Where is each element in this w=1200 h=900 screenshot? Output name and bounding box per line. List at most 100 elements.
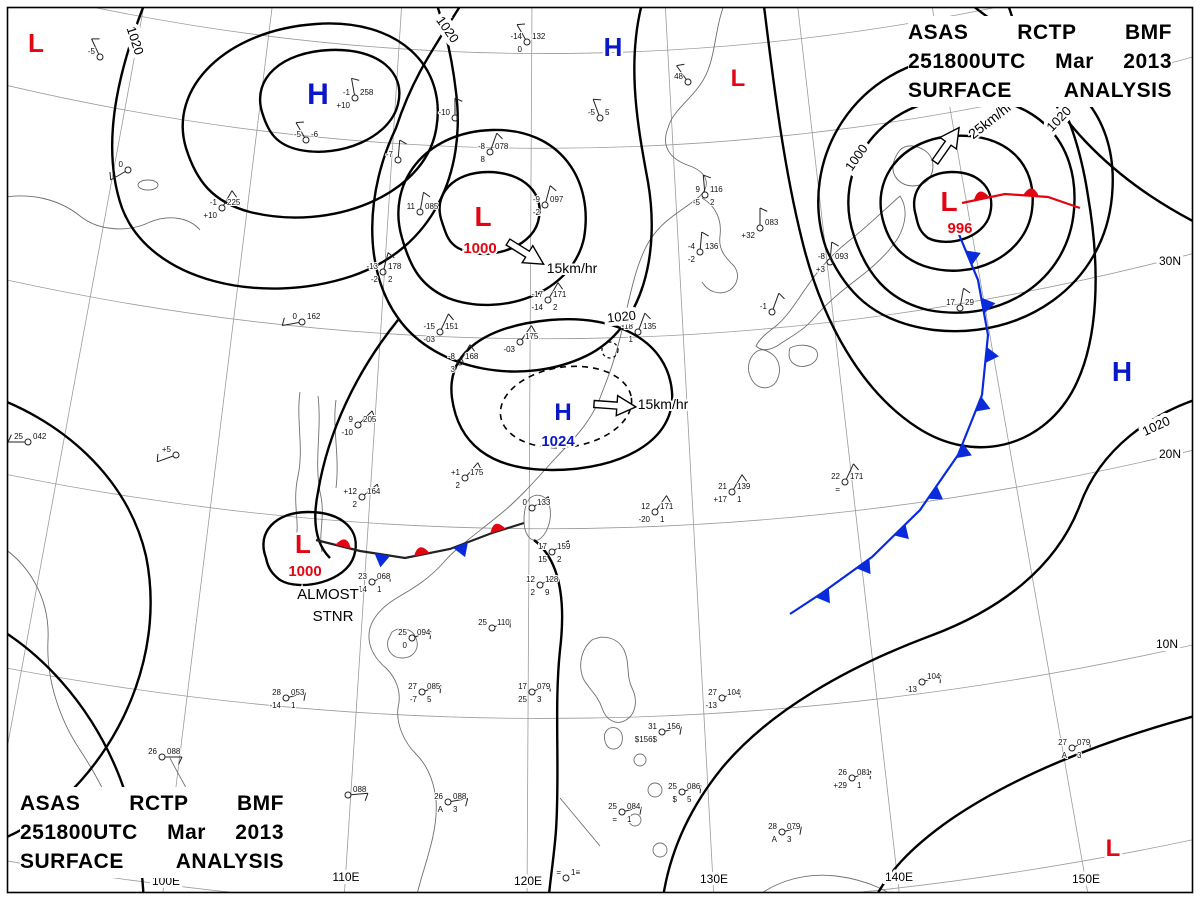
isobar (533, 539, 564, 892)
coast-asia-mainland (368, 8, 724, 892)
station-circle (351, 94, 359, 102)
station-value: = (612, 815, 617, 824)
station-value: 171 (660, 502, 674, 511)
station-value: = (835, 485, 840, 494)
station-value: 053 (291, 688, 305, 697)
wind-barb (490, 133, 498, 150)
station-plot: 11 085 (406, 191, 440, 216)
station-value: +14 (353, 585, 367, 594)
station-plot: -1 (759, 292, 785, 316)
station-plot: 083 +32 (740, 207, 780, 241)
station-plot: -18 135 1 (620, 312, 658, 345)
station-value: 3 (1077, 751, 1082, 760)
station-value: 132 (532, 32, 546, 41)
station-plot: 088 (344, 784, 369, 801)
meridian (8, 8, 144, 746)
isobar (847, 96, 1076, 314)
wind-barb (542, 574, 558, 584)
station-value: 27 (1058, 738, 1067, 747)
isobar (262, 510, 357, 587)
wind-barb (350, 792, 368, 796)
station-circle (956, 304, 964, 312)
wind-barb (295, 122, 305, 138)
wind-arrow (505, 238, 545, 266)
wind-barb-tick (531, 325, 536, 333)
station-value: 1 (660, 515, 665, 524)
wind-barb (424, 684, 441, 692)
station-value: 1 (627, 815, 632, 824)
title-line: SURFACE ANALYSIS (20, 850, 284, 873)
station-value: 042 (33, 432, 47, 441)
wind-barb (702, 175, 706, 193)
wind-barb-tick (429, 631, 432, 640)
station-plot: -1 258 +10 (335, 77, 375, 111)
station-circle (523, 38, 531, 46)
map-border (6, 6, 1194, 894)
meridian (162, 8, 273, 892)
station-plot: -13 178 -2 2 (365, 252, 403, 285)
wind-barb (684, 784, 701, 792)
station-value: 083 (765, 218, 779, 227)
station-plot: +1 175 2 (450, 462, 485, 491)
station-circle (678, 788, 686, 796)
station-plot: 27 079 A 3 (1057, 737, 1092, 761)
wind-barb (854, 770, 871, 778)
station-value: 078 (495, 142, 509, 151)
station-value: A (1062, 751, 1068, 760)
wind-barb (656, 495, 667, 510)
isobar (450, 318, 674, 472)
wind-arrows (505, 126, 960, 417)
station-circle (368, 578, 376, 586)
map-labels: LHHLL1000H1024L996HL1000LALMOSTSTNR15km/… (26, 9, 1184, 891)
wind-barb-tick (699, 785, 702, 794)
station-value: -7 (410, 695, 418, 704)
station-value: 088 (353, 785, 367, 794)
wind-barb (521, 325, 532, 340)
station-value: 097 (550, 195, 564, 204)
title-line: 251800UTC Mar 2013 (908, 50, 1172, 73)
station-plot: -5 -6 (293, 121, 320, 144)
wind-barb-tick (799, 826, 802, 835)
station-circle (536, 581, 544, 589)
wind-barb (534, 683, 551, 692)
station-circle (658, 728, 666, 736)
lon-label: 150E (1072, 872, 1100, 886)
isobar-label: 1020 (1140, 413, 1173, 439)
lake (137, 179, 159, 191)
station-plot: 28 053 -14 1 (268, 687, 305, 711)
river (334, 399, 338, 489)
station-value: 27 (708, 688, 717, 697)
station-value: 068 (377, 572, 391, 581)
wind-barb-tick (295, 121, 305, 124)
station-value: 25 (608, 802, 617, 811)
station-value: +12 (343, 487, 357, 496)
coast-taiwan (523, 494, 551, 541)
wind-barb-tick (644, 312, 651, 320)
station-value: A (772, 835, 778, 844)
station-circle (718, 694, 726, 702)
warm-front (961, 188, 1081, 210)
pressure-center-L: L (295, 529, 311, 559)
isobar-dashed-small (601, 341, 619, 359)
station-value: 175 (470, 468, 484, 477)
parallel (95, 8, 995, 54)
station-value: 164 (367, 487, 381, 496)
wind-barb-tick (448, 313, 454, 321)
wind-barb (414, 630, 431, 638)
station-circle (444, 798, 452, 806)
station-value: -2 (533, 208, 541, 217)
station-value: 159 (557, 542, 571, 551)
station-circle (728, 488, 736, 496)
station-circle (701, 191, 709, 199)
cold-front-triangle (985, 347, 999, 363)
wind-barb-tick (567, 540, 571, 549)
isobar-dashed-1024 (499, 365, 633, 449)
wind-barb (699, 232, 703, 250)
station-circle (848, 774, 856, 782)
station-plot: 23 068 +14 1 (352, 571, 391, 595)
station-value: 5 (427, 695, 432, 704)
station-value: 26 (148, 747, 157, 756)
station-circle (918, 678, 926, 686)
